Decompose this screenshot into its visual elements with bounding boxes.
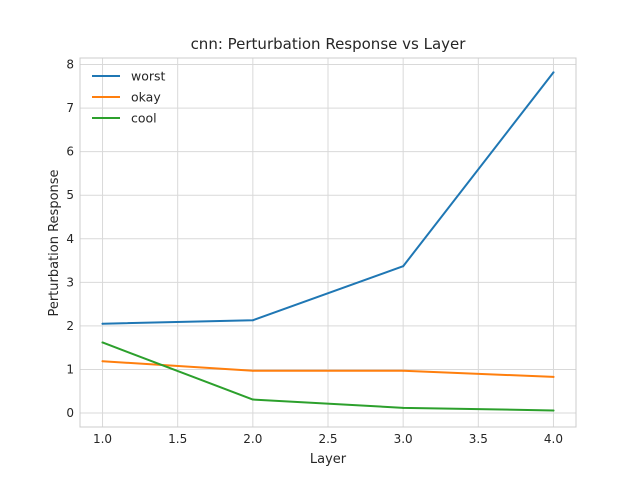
data-point-okay	[402, 369, 405, 372]
y-tick-label: 8	[66, 58, 74, 72]
y-tick-label: 5	[66, 188, 74, 202]
data-point-okay	[251, 369, 254, 372]
series-lines	[101, 71, 555, 412]
data-point-cool	[402, 406, 405, 409]
x-tick-labels: 1.0 1.5 2.0 2.5 3.0 3.5 4.0	[93, 432, 563, 446]
data-point-worst	[552, 71, 555, 74]
y-tick-label: 0	[66, 406, 74, 420]
legend-label-okay: okay	[131, 90, 161, 105]
series-line-okay	[101, 360, 555, 378]
grid	[80, 58, 576, 427]
y-tick-label: 1	[66, 362, 74, 376]
data-point-okay	[552, 375, 555, 378]
legend-label-worst: worst	[131, 69, 166, 84]
data-point-cool	[552, 409, 555, 412]
legend: worst okay cool	[92, 69, 166, 126]
x-tick-label: 1.5	[168, 432, 187, 446]
data-point-cool	[101, 341, 104, 344]
x-tick-label: 2.0	[243, 432, 262, 446]
x-tick-label: 3.5	[469, 432, 488, 446]
y-tick-label: 3	[66, 275, 74, 289]
x-tick-label: 2.5	[318, 432, 337, 446]
data-point-worst	[101, 322, 104, 325]
x-tick-label: 1.0	[93, 432, 112, 446]
y-tick-label: 6	[66, 145, 74, 159]
y-tick-label: 7	[66, 101, 74, 115]
y-tick-label: 4	[66, 232, 74, 246]
y-tick-label: 2	[66, 319, 74, 333]
data-point-okay	[101, 360, 104, 363]
y-axis-label: Perturbation Response	[47, 169, 62, 316]
x-axis-label: Layer	[310, 452, 347, 467]
series-line-worst	[101, 71, 555, 325]
x-tick-label: 3.0	[394, 432, 413, 446]
y-tick-labels: 0 1 2 3 4 5 6 7 8	[66, 58, 74, 421]
data-point-cool	[251, 398, 254, 401]
plot-frame	[79, 57, 577, 428]
chart-title: cnn: Perturbation Response vs Layer	[191, 35, 467, 53]
data-point-worst	[251, 319, 254, 322]
series-line-cool	[101, 341, 555, 412]
legend-label-cool: cool	[131, 111, 157, 126]
data-point-worst	[402, 265, 405, 268]
x-tick-label: 4.0	[544, 432, 563, 446]
